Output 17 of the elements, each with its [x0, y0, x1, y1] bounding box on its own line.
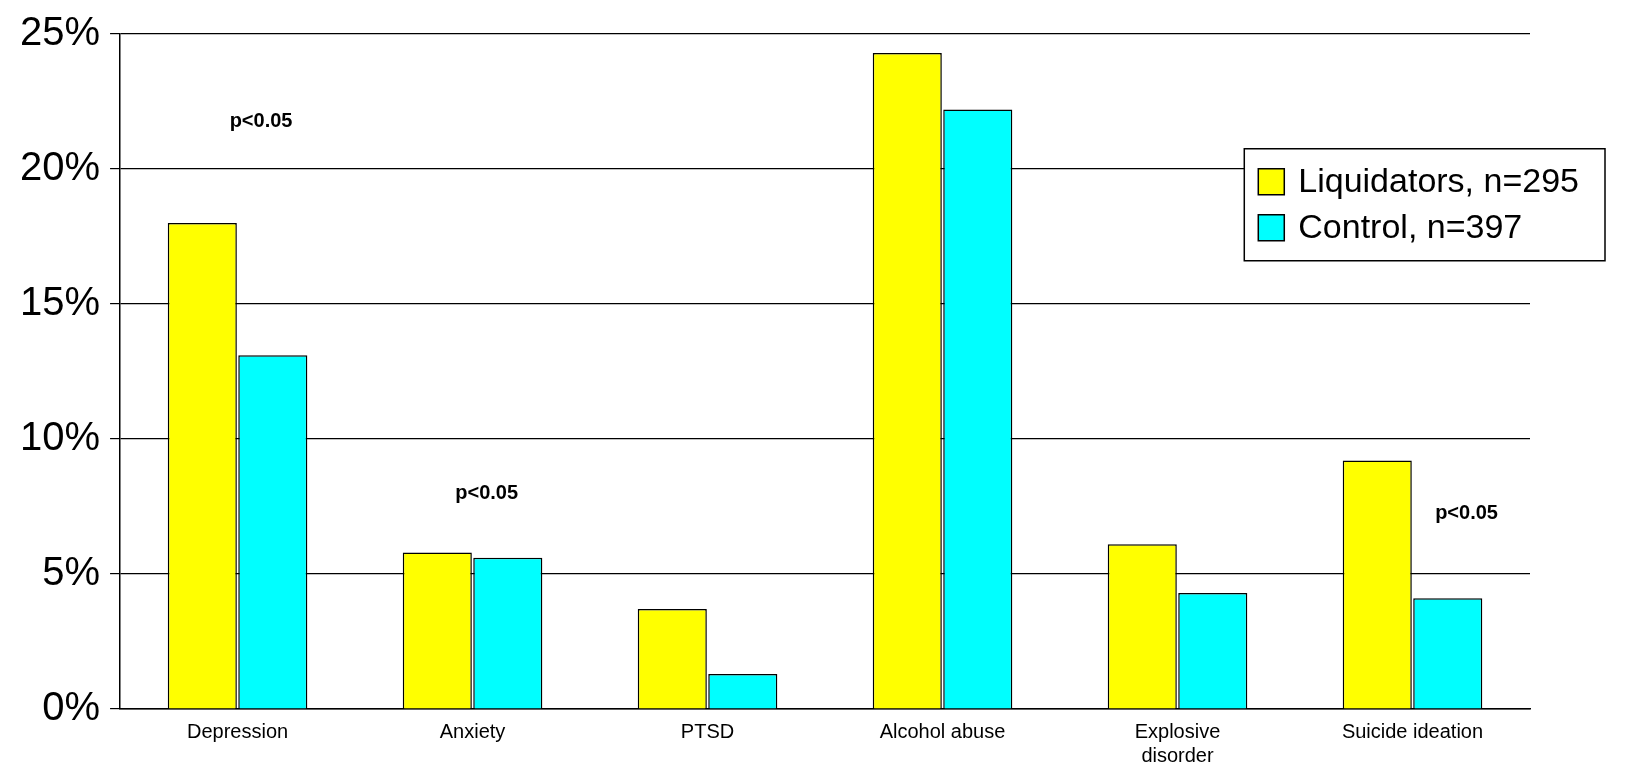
y-tick-label: 0%	[42, 684, 101, 729]
y-tick-label: 10%	[20, 414, 101, 459]
x-tick-label: Alcohol abuse	[879, 719, 1006, 742]
y-tick-label: 15%	[20, 279, 101, 324]
legend-label: Liquidators, n=295	[1298, 161, 1579, 200]
x-tick-label: Depression	[186, 719, 289, 742]
y-tick-label: 20%	[20, 144, 101, 189]
x-tick-label: Anxiety	[439, 719, 506, 742]
x-tick-label: PTSD	[680, 719, 735, 742]
annotation: p<0.05	[229, 109, 293, 132]
x-tick-label: Explosive disorder	[1134, 719, 1221, 766]
y-tick-label: 5%	[42, 549, 101, 594]
legend-label: Control, n=397	[1298, 207, 1523, 246]
y-tick-label: 25%	[20, 9, 101, 54]
annotation: p<0.05	[1435, 500, 1498, 523]
annotation: p<0.05	[455, 480, 519, 503]
x-tick-label: Suicide ideation	[1341, 719, 1484, 742]
